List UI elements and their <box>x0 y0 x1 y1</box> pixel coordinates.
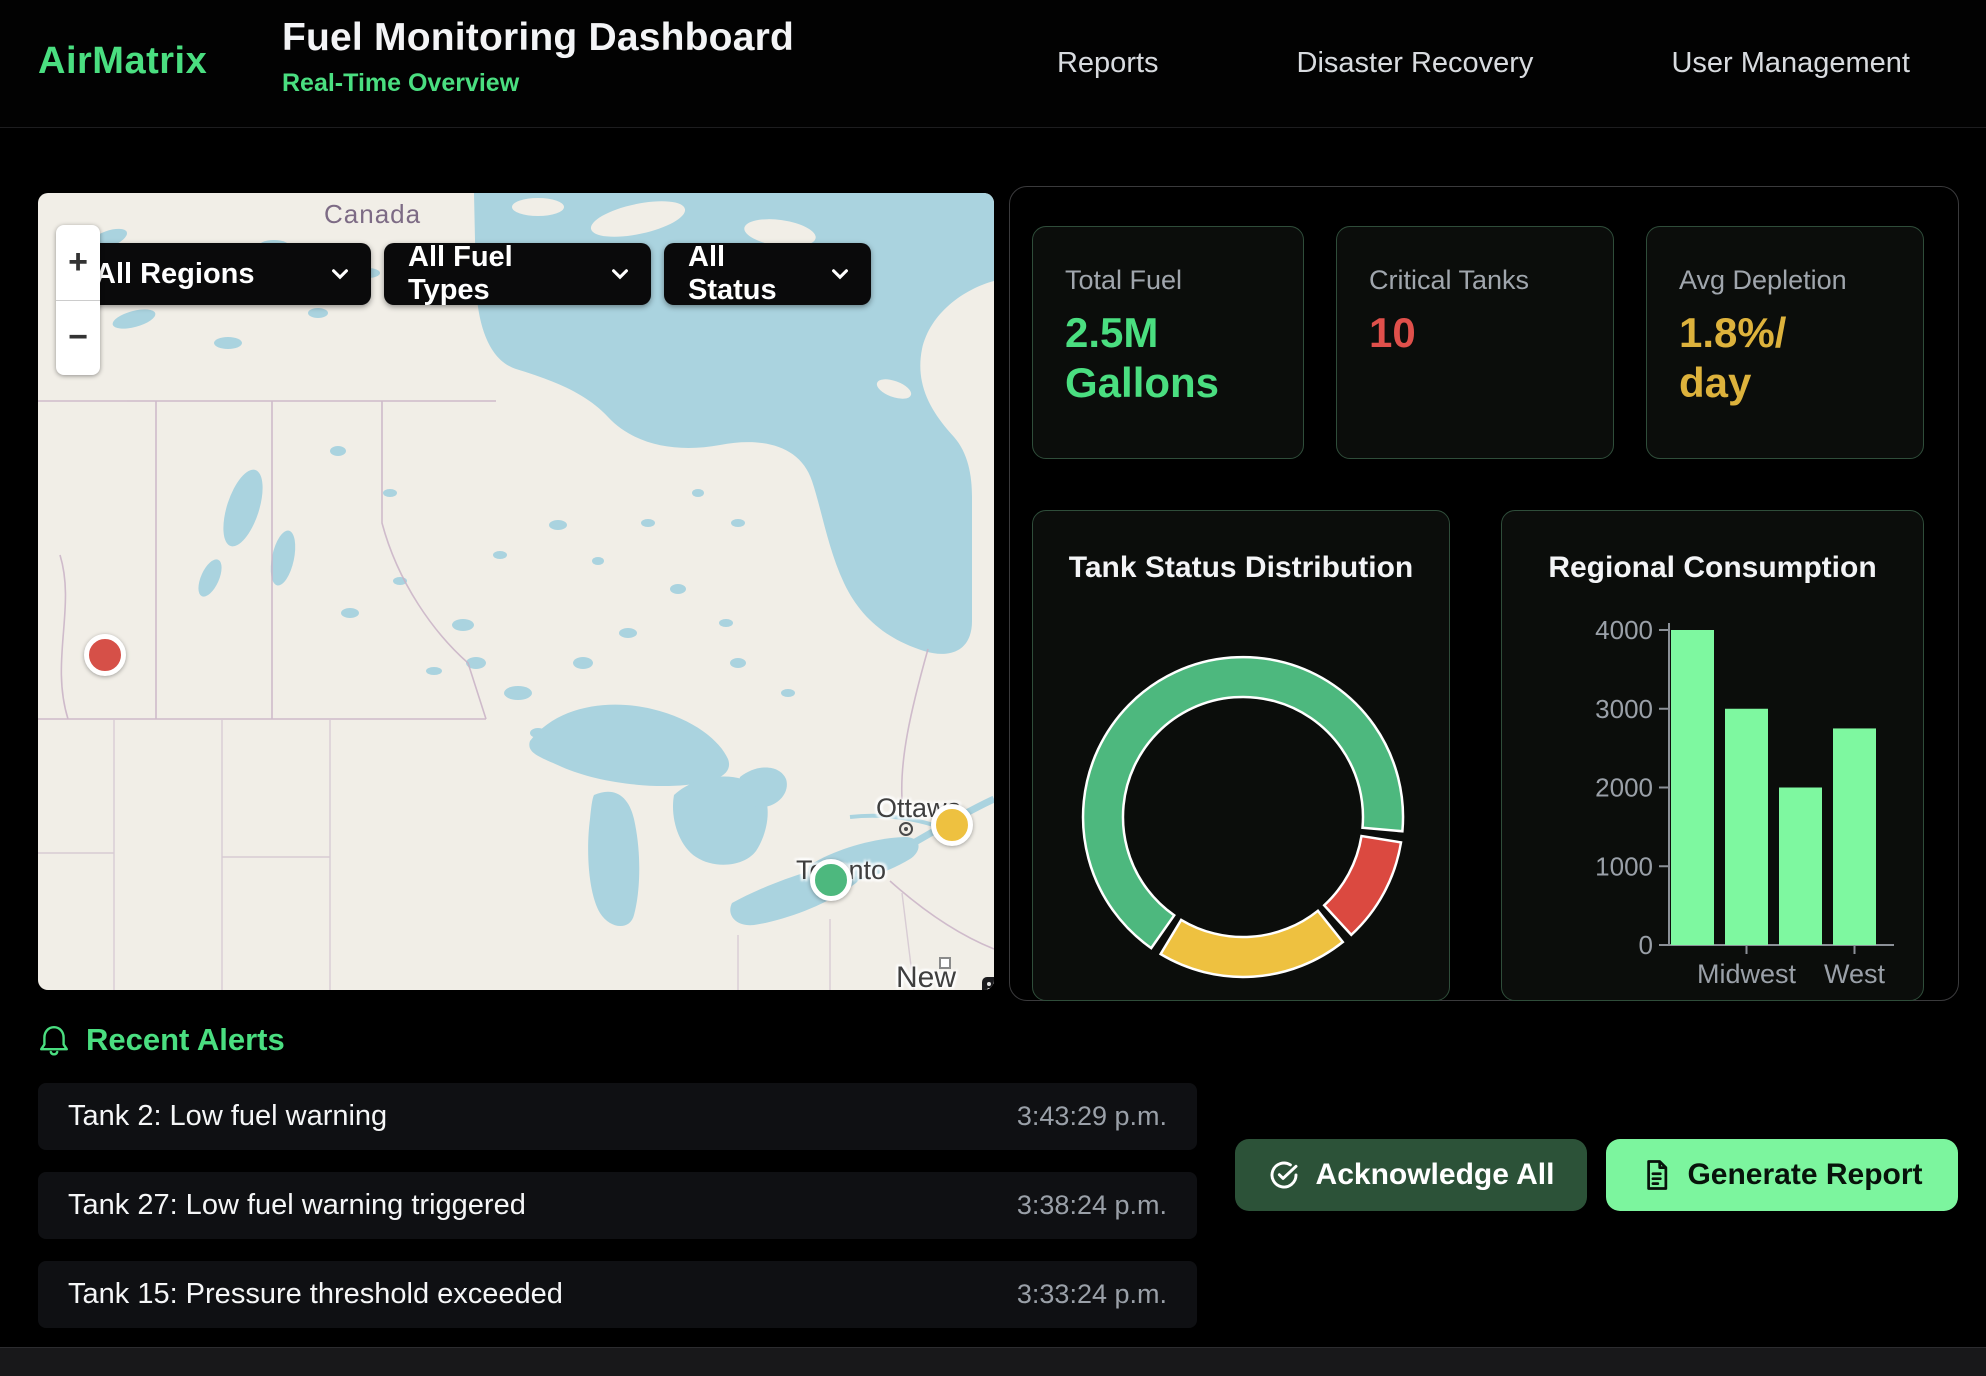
status-filter-value: All Status <box>688 241 813 307</box>
tank-status-donut-chart <box>1033 511 1451 1002</box>
page-title: Fuel Monitoring Dashboard <box>282 16 794 60</box>
map-zoom-control: + − <box>56 225 100 375</box>
zoom-out-button[interactable]: − <box>56 301 100 376</box>
alert-message: Tank 27: Low fuel warning triggered <box>68 1189 526 1222</box>
acknowledge-all-button[interactable]: Acknowledge All <box>1235 1139 1587 1211</box>
consumption-bar-2 <box>1779 788 1822 946</box>
generate-report-button[interactable]: Generate Report <box>1606 1139 1958 1211</box>
x-tick-label: Midwest <box>1697 959 1797 989</box>
regional-consumption-bar-chart: 0 1000 2000 3000 4000 Midwest West <box>1502 511 1925 1002</box>
stat-label: Total Fuel <box>1065 265 1273 296</box>
title-block: Fuel Monitoring Dashboard Real-Time Over… <box>282 16 794 98</box>
alert-row: Tank 27: Low fuel warning triggered 3:38… <box>38 1172 1197 1239</box>
generate-report-label: Generate Report <box>1687 1158 1922 1192</box>
region-filter-dropdown[interactable]: All Regions <box>71 243 371 305</box>
stat-card-total-fuel: Total Fuel 2.5M Gallons <box>1032 226 1304 459</box>
consumption-bar-0 <box>1671 630 1714 945</box>
chevron-down-icon <box>331 268 349 280</box>
x-tick-label: West <box>1824 959 1886 989</box>
y-tick-label: 0 <box>1639 930 1653 960</box>
tank-map[interactable]: Canada Ottawa Toronto New York + − All R… <box>38 193 994 990</box>
bell-icon <box>38 1022 70 1058</box>
tank-marker-warning[interactable] <box>931 804 973 846</box>
page-subtitle: Real-Time Overview <box>282 69 794 98</box>
new-york-city-icon <box>939 957 951 969</box>
alert-timestamp: 3:43:29 p.m. <box>1017 1101 1167 1132</box>
tank-marker-critical[interactable] <box>84 634 126 676</box>
donut-segment-critical <box>1324 836 1401 935</box>
acknowledge-all-label: Acknowledge All <box>1316 1158 1555 1192</box>
zoom-in-button[interactable]: + <box>56 225 100 301</box>
tank-status-chart-card: Tank Status Distribution <box>1032 510 1450 1001</box>
stat-value-avg-depletion: 1.8%/ day <box>1679 308 1893 409</box>
y-tick-label: 1000 <box>1595 851 1653 881</box>
stat-card-avg-depletion: Avg Depletion 1.8%/ day <box>1646 226 1924 459</box>
fuel-type-filter-value: All Fuel Types <box>408 241 593 307</box>
stat-card-critical-tanks: Critical Tanks 10 <box>1336 226 1614 459</box>
region-filter-value: All Regions <box>95 258 255 291</box>
regional-consumption-chart-card: Regional Consumption 01000200030004000Mi… <box>1501 510 1924 1001</box>
alerts-header: Recent Alerts <box>38 1022 285 1058</box>
map-filter-bar: All Regions All Fuel Types All Status <box>71 243 871 305</box>
app-header: AirMatrix Fuel Monitoring Dashboard Real… <box>0 0 1986 128</box>
map-resize-grip-icon[interactable] <box>982 977 994 990</box>
alert-timestamp: 3:38:24 p.m. <box>1017 1190 1167 1221</box>
chevron-down-icon <box>831 268 849 280</box>
y-tick-label: 3000 <box>1595 694 1653 724</box>
report-document-icon <box>1641 1159 1671 1191</box>
stat-label: Critical Tanks <box>1369 265 1583 296</box>
status-filter-dropdown[interactable]: All Status <box>664 243 871 305</box>
nav-disaster-recovery[interactable]: Disaster Recovery <box>1297 47 1534 80</box>
metrics-panel: Total Fuel 2.5M Gallons Critical Tanks 1… <box>1009 186 1959 1001</box>
nav-reports[interactable]: Reports <box>1057 47 1159 80</box>
nav-user-management[interactable]: User Management <box>1671 47 1910 80</box>
ottawa-city-icon <box>898 821 914 837</box>
donut-segment-warning <box>1161 911 1343 977</box>
map-label-canada: Canada <box>324 199 421 230</box>
fuel-type-filter-dropdown[interactable]: All Fuel Types <box>384 243 651 305</box>
consumption-bar-1 <box>1725 709 1768 945</box>
chevron-down-icon <box>611 268 629 280</box>
brand-logo: AirMatrix <box>38 40 207 83</box>
y-tick-label: 2000 <box>1595 773 1653 803</box>
alert-row: Tank 2: Low fuel warning 3:43:29 p.m. <box>38 1083 1197 1150</box>
stat-value-critical-tanks: 10 <box>1369 308 1583 358</box>
stat-value-total-fuel: 2.5M Gallons <box>1065 308 1273 409</box>
alert-timestamp: 3:33:24 p.m. <box>1017 1279 1167 1310</box>
alert-row: Tank 15: Pressure threshold exceeded 3:3… <box>38 1261 1197 1328</box>
stat-label: Avg Depletion <box>1679 265 1893 296</box>
alerts-title: Recent Alerts <box>86 1022 285 1058</box>
main-nav: Reports Disaster Recovery User Managemen… <box>1057 0 1910 127</box>
alert-message: Tank 2: Low fuel warning <box>68 1100 387 1133</box>
consumption-bar-3 <box>1833 728 1876 945</box>
alert-message: Tank 15: Pressure threshold exceeded <box>68 1278 563 1311</box>
window-footer-strip <box>0 1347 1986 1376</box>
fuel-monitoring-dashboard: AirMatrix Fuel Monitoring Dashboard Real… <box>0 0 1986 1376</box>
y-tick-label: 4000 <box>1595 615 1653 645</box>
check-circle-icon <box>1268 1159 1300 1191</box>
tank-marker-normal[interactable] <box>810 859 852 901</box>
